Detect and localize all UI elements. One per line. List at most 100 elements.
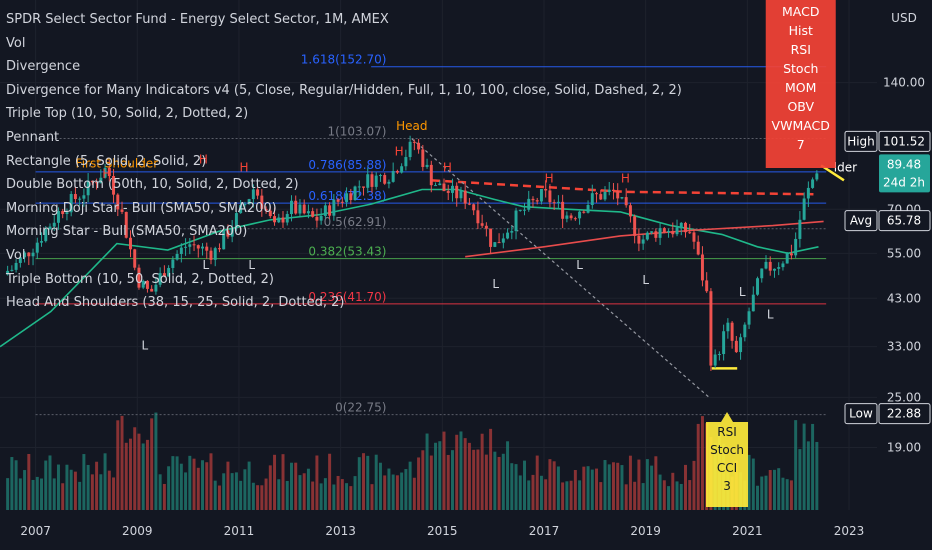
candle-body: [446, 191, 450, 193]
indicator-head-and-shoulders[interactable]: Head And Shoulders (38, 15, 25, Solid, 2…: [6, 295, 345, 311]
volume-bar: [569, 480, 573, 510]
volume-bar: [281, 454, 285, 510]
candle-body: [230, 228, 234, 237]
pattern-label: H: [395, 144, 404, 158]
candle-body: [311, 211, 315, 217]
candle-body: [65, 212, 69, 215]
volume-bar: [544, 479, 548, 510]
candle-body: [116, 194, 120, 210]
candle-body: [234, 213, 238, 229]
volume-bar: [679, 483, 683, 510]
volume-bar: [561, 482, 565, 510]
candle-body: [345, 193, 349, 203]
candle-body: [175, 253, 179, 260]
volume-bar: [556, 466, 560, 510]
candle-body: [40, 241, 44, 243]
indicator-vol[interactable]: Vol: [6, 35, 26, 51]
candle-body: [476, 210, 480, 224]
volume-bar: [506, 441, 510, 510]
indicator-pennant[interactable]: Pennant: [6, 129, 60, 145]
indicator-divergence-many[interactable]: Divergence for Many Indicators v4 (5, Cl…: [6, 82, 682, 98]
volume-bar: [798, 449, 802, 510]
candle-body: [633, 216, 637, 236]
candle-body: [35, 242, 39, 253]
volume-bar: [400, 472, 404, 510]
fib-level-label: 0.236(41.70): [308, 290, 386, 304]
volume-bar: [472, 449, 476, 510]
candle-body: [213, 248, 217, 260]
pattern-label: H: [545, 172, 554, 186]
volume-bar: [548, 459, 552, 510]
fib-retracement[interactable]: 1.618(152.70)1(103.07)0.786(85.88)0.618(…: [35, 53, 827, 416]
candle-body: [14, 262, 18, 270]
indicator-triple-top[interactable]: Triple Top (10, 50, Solid, 2, Dotted, 2): [6, 106, 249, 122]
indicator-rectangle[interactable]: Rectangle (5, Solid, 2, Solid, 2): [6, 153, 207, 169]
candle-body: [544, 189, 548, 191]
volume-bar: [650, 465, 654, 510]
volume-bar: [501, 453, 505, 510]
volume-bar: [395, 475, 399, 510]
fib-level-label: 0.5(62.91): [324, 215, 387, 229]
candle-body: [815, 173, 819, 180]
volume-bar: [23, 470, 27, 510]
price-tag-label: High: [847, 134, 875, 148]
candle-body: [112, 176, 116, 195]
volume-bar: [789, 480, 793, 510]
pennant-upper-line: [432, 179, 814, 196]
fib-level-label: 0(22.75): [335, 401, 386, 415]
volume-bar: [264, 478, 268, 510]
volume-bar: [535, 455, 539, 510]
indicator-triple-bottom[interactable]: Triple Bottom (10, 50, Solid, 2, Dotted,…: [6, 271, 274, 287]
candle-body: [472, 204, 476, 211]
volume-bar: [696, 423, 700, 510]
indicator-vol-2[interactable]: Vol: [6, 247, 26, 263]
volume-bar: [387, 468, 391, 510]
volume-bar: [311, 481, 315, 510]
divergence-box-line: MACD: [782, 4, 819, 19]
volume-bar: [417, 457, 421, 510]
candle-body: [552, 202, 556, 204]
volume-bar: [404, 469, 408, 510]
indicator-divergence[interactable]: Divergence: [6, 59, 81, 75]
volume-bar: [747, 454, 751, 510]
price-tags: 101.52 High 89.48 24d 2h 65.78 Avg 22.88 Low: [844, 130, 931, 425]
volume-bar: [251, 482, 255, 510]
indicator-morning-doji-star[interactable]: Morning Doji Star - Bull (SMA50, SMA200): [6, 200, 277, 216]
volume-bar: [777, 468, 781, 510]
price-tick-label: 33.00: [887, 340, 921, 354]
candle-body: [531, 198, 535, 201]
candle-body: [124, 211, 128, 238]
indicator-morning-star[interactable]: Morning Star - Bull (SMA50, SMA200): [6, 224, 248, 240]
volume-bar: [345, 483, 349, 510]
volume-bar: [48, 455, 52, 510]
volume-bar: [510, 463, 514, 510]
candle-body: [268, 210, 272, 217]
volume-bar: [785, 479, 789, 510]
candle-body: [747, 311, 751, 325]
price-tag-countdown: 24d 2h: [883, 175, 925, 189]
candle-body: [184, 246, 188, 248]
volume-bar: [599, 482, 603, 510]
indicator-legend: SPDR Select Sector Fund - Energy Select …: [6, 8, 682, 315]
indicator-double-bottom[interactable]: Double Bottom (50th, 10, Solid, 2, Dotte…: [6, 177, 299, 193]
candle-body: [539, 189, 543, 202]
candle-body: [366, 174, 370, 188]
volume-bar: [315, 455, 319, 510]
pennant-label: lder: [834, 161, 857, 175]
volume-bar: [260, 485, 264, 510]
volume-bar: [31, 479, 35, 510]
candle-body: [493, 242, 497, 247]
candle-body: [69, 194, 73, 213]
volume-bar: [675, 481, 679, 510]
candle-body: [260, 195, 264, 209]
volume-bar: [213, 480, 217, 510]
candle-body: [332, 199, 336, 216]
candle-body: [650, 231, 654, 233]
price-tick-label: 43.00: [887, 291, 921, 305]
time-axis[interactable]: 2007 2009 2011 2013 2015 2017 2019 2021 2023: [20, 524, 864, 538]
time-tick-label: 2019: [630, 524, 661, 538]
candle-body: [179, 247, 183, 254]
candle-body: [78, 198, 82, 200]
